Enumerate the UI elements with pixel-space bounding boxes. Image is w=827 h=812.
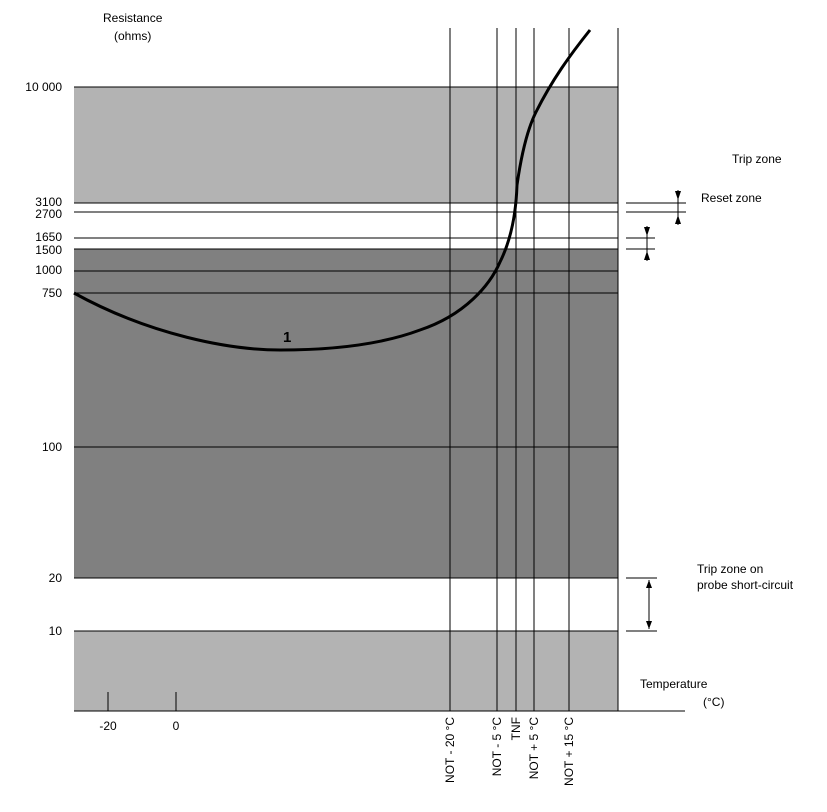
y-axis-title-line2: (ohms)	[114, 29, 151, 43]
x-axis-title-line1: Temperature	[640, 677, 708, 691]
trip-zone-upper-band	[74, 87, 618, 203]
ptc-probe-curve	[73, 29, 592, 352]
y-tick-20: 20	[49, 571, 63, 585]
y-tick-750: 750	[42, 286, 62, 300]
reset-arrow-down-icon	[675, 191, 681, 200]
normal-operation-band	[74, 249, 618, 578]
short-circuit-arrow-up-icon	[646, 580, 652, 588]
y-tick-10000: 10 000	[25, 80, 62, 94]
label-not-minus-20: NOT - 20 °C	[443, 717, 457, 783]
hysteresis-marker	[626, 226, 655, 261]
y-tick-1000: 1000	[35, 263, 62, 277]
y-axis-title-line1: Resistance	[103, 11, 163, 25]
label-not-plus-15: NOT + 15 °C	[562, 717, 576, 786]
hysteresis-arrow-down-icon	[644, 227, 650, 236]
x-tick-0: 0	[173, 719, 180, 733]
label-not-minus-5: NOT - 5 °C	[490, 717, 504, 777]
reset-arrow-up-icon	[675, 215, 681, 224]
trip-zone-label: Trip zone	[732, 152, 782, 166]
y-tick-1650: 1650	[35, 230, 62, 244]
label-tnf: TNF	[509, 717, 523, 740]
vertical-reference-lines	[449, 28, 619, 711]
x-tick-minus-20: -20	[99, 719, 117, 733]
hysteresis-arrow-up-icon	[644, 251, 650, 260]
resistance-level-lines	[74, 86, 618, 632]
y-tick-100: 100	[42, 440, 62, 454]
reset-zone-label: Reset zone	[701, 191, 762, 205]
y-tick-10: 10	[49, 624, 63, 638]
short-circuit-zone-label-line1: Trip zone on	[697, 562, 763, 576]
y-tick-3100: 3100	[35, 195, 62, 209]
short-circuit-marker	[626, 577, 657, 632]
short-circuit-zone-label-line2: probe short-circuit	[697, 578, 794, 592]
trip-zone-lower-band	[74, 631, 618, 711]
label-not-plus-5: NOT + 5 °C	[527, 717, 541, 780]
y-tick-labels: 10 000 3100 2700 1650 1500 1000 750 100 …	[25, 80, 62, 638]
y-tick-1500: 1500	[35, 243, 62, 257]
short-circuit-arrow-down-icon	[646, 621, 652, 629]
x-axis-title-line2: (°C)	[703, 695, 724, 709]
y-tick-2700: 2700	[35, 207, 62, 221]
curve-label: 1	[283, 329, 291, 346]
